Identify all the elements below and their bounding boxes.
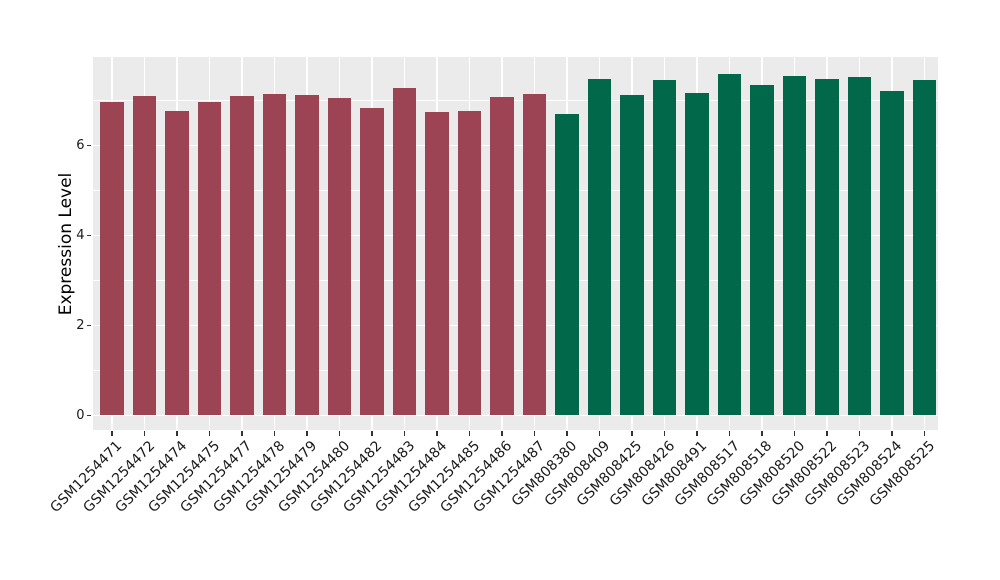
bar-GSM1254487 [522,93,547,416]
bar-GSM1254480 [327,98,352,416]
bar-GSM808518 [750,84,774,416]
bar-GSM808425 [620,94,644,416]
y-tick-label: 2 [76,317,85,333]
x-tick-mark [631,430,633,436]
y-axis-title: Expression Level [56,172,76,316]
x-tick-mark [306,430,308,436]
x-tick-mark [436,430,438,436]
x-tick-mark [533,430,536,436]
gridline-h-major [93,144,938,147]
y-tick-mark [86,414,91,417]
gridline-h-minor [93,370,938,371]
x-tick-mark [923,430,926,436]
y-tick-mark [86,324,91,327]
bar-GSM1254474 [165,110,189,416]
bar-GSM808520 [782,75,807,416]
x-tick-mark [176,430,178,436]
x-tick-mark [371,430,373,436]
x-tick-mark [793,430,796,436]
bar-GSM1254475 [197,102,222,416]
y-tick-label: 6 [76,137,85,153]
gridline-h-minor [93,190,938,192]
x-tick-mark [403,430,406,436]
bar-GSM808523 [847,76,872,416]
x-tick-mark [696,430,698,436]
bar-GSM808517 [717,74,742,416]
gridline-h-major [93,324,938,327]
bar-GSM1254477 [230,95,254,416]
x-tick-mark [598,430,601,436]
x-tick-mark [501,430,503,436]
bar-GSM1254479 [295,95,319,416]
x-tick-mark [761,430,763,436]
y-tick-label: 0 [76,407,85,423]
x-tick-mark [111,430,113,436]
bar-GSM1254486 [490,97,514,416]
x-tick-mark [728,430,731,436]
bar-GSM1254472 [132,95,157,416]
x-tick-mark [241,430,243,436]
bar-GSM1254484 [425,111,449,416]
bar-GSM808491 [685,93,709,416]
gridline-h-major [93,234,938,237]
bar-GSM1254482 [360,107,384,416]
plot-area [93,57,938,430]
y-tick-mark [86,234,91,237]
bar-GSM808524 [880,90,904,416]
bar-GSM1254483 [392,87,417,416]
y-tick-mark [86,144,91,147]
x-tick-mark [208,430,211,436]
x-tick-mark [143,430,146,436]
x-tick-mark [566,430,568,436]
bar-GSM808380 [555,113,579,416]
x-tick-mark [826,430,828,436]
x-tick-mark [858,430,861,436]
x-tick-mark [891,430,893,436]
bar-GSM1254478 [262,93,287,416]
bar-GSM808522 [815,79,839,416]
bar-GSM1254471 [100,101,124,416]
x-tick-mark [273,430,276,436]
bar-GSM1254485 [457,110,482,416]
gridline-h-major [93,414,938,417]
y-tick-label: 4 [76,227,85,243]
bar-GSM808409 [587,78,612,416]
bar-GSM808525 [912,80,937,416]
x-tick-mark [468,430,471,436]
x-tick-mark [663,430,666,436]
bar-GSM808426 [652,80,677,416]
gridline-h-minor [93,280,938,281]
x-tick-mark [338,430,341,436]
gridline-h-minor [93,100,938,102]
